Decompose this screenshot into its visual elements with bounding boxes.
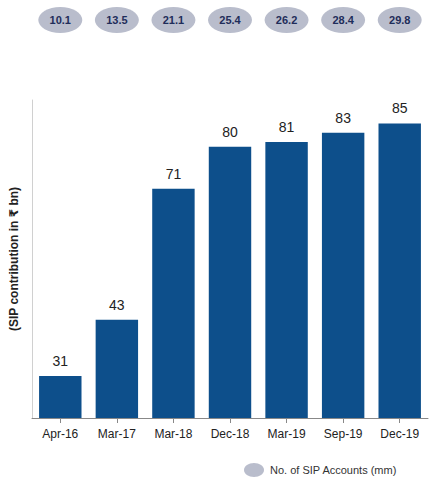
- svg-text:Sep-19: Sep-19: [324, 427, 363, 441]
- svg-text:28.4: 28.4: [332, 14, 354, 26]
- svg-text:Dec-19: Dec-19: [380, 427, 419, 441]
- svg-text:13.5: 13.5: [106, 14, 127, 26]
- svg-text:Mar-19: Mar-19: [268, 427, 306, 441]
- svg-text:Mar-17: Mar-17: [98, 427, 136, 441]
- svg-text:25.4: 25.4: [219, 14, 241, 26]
- svg-text:31: 31: [52, 353, 68, 369]
- svg-text:Apr-16: Apr-16: [42, 427, 78, 441]
- svg-text:No. of SIP Accounts (mm): No. of SIP Accounts (mm): [270, 464, 396, 476]
- svg-text:21.1: 21.1: [163, 14, 184, 26]
- svg-text:83: 83: [335, 110, 351, 126]
- svg-text:71: 71: [166, 166, 182, 182]
- svg-text:Dec-18: Dec-18: [211, 427, 250, 441]
- svg-text:10.1: 10.1: [50, 14, 71, 26]
- svg-text:43: 43: [109, 297, 125, 313]
- svg-text:Mar-18: Mar-18: [154, 427, 192, 441]
- svg-text:81: 81: [279, 119, 295, 135]
- svg-text:26.2: 26.2: [276, 14, 297, 26]
- svg-text:(SIP contribution in ₹ bn): (SIP contribution in ₹ bn): [7, 187, 21, 331]
- svg-text:29.8: 29.8: [389, 14, 410, 26]
- svg-text:85: 85: [392, 100, 408, 116]
- svg-text:80: 80: [222, 124, 238, 140]
